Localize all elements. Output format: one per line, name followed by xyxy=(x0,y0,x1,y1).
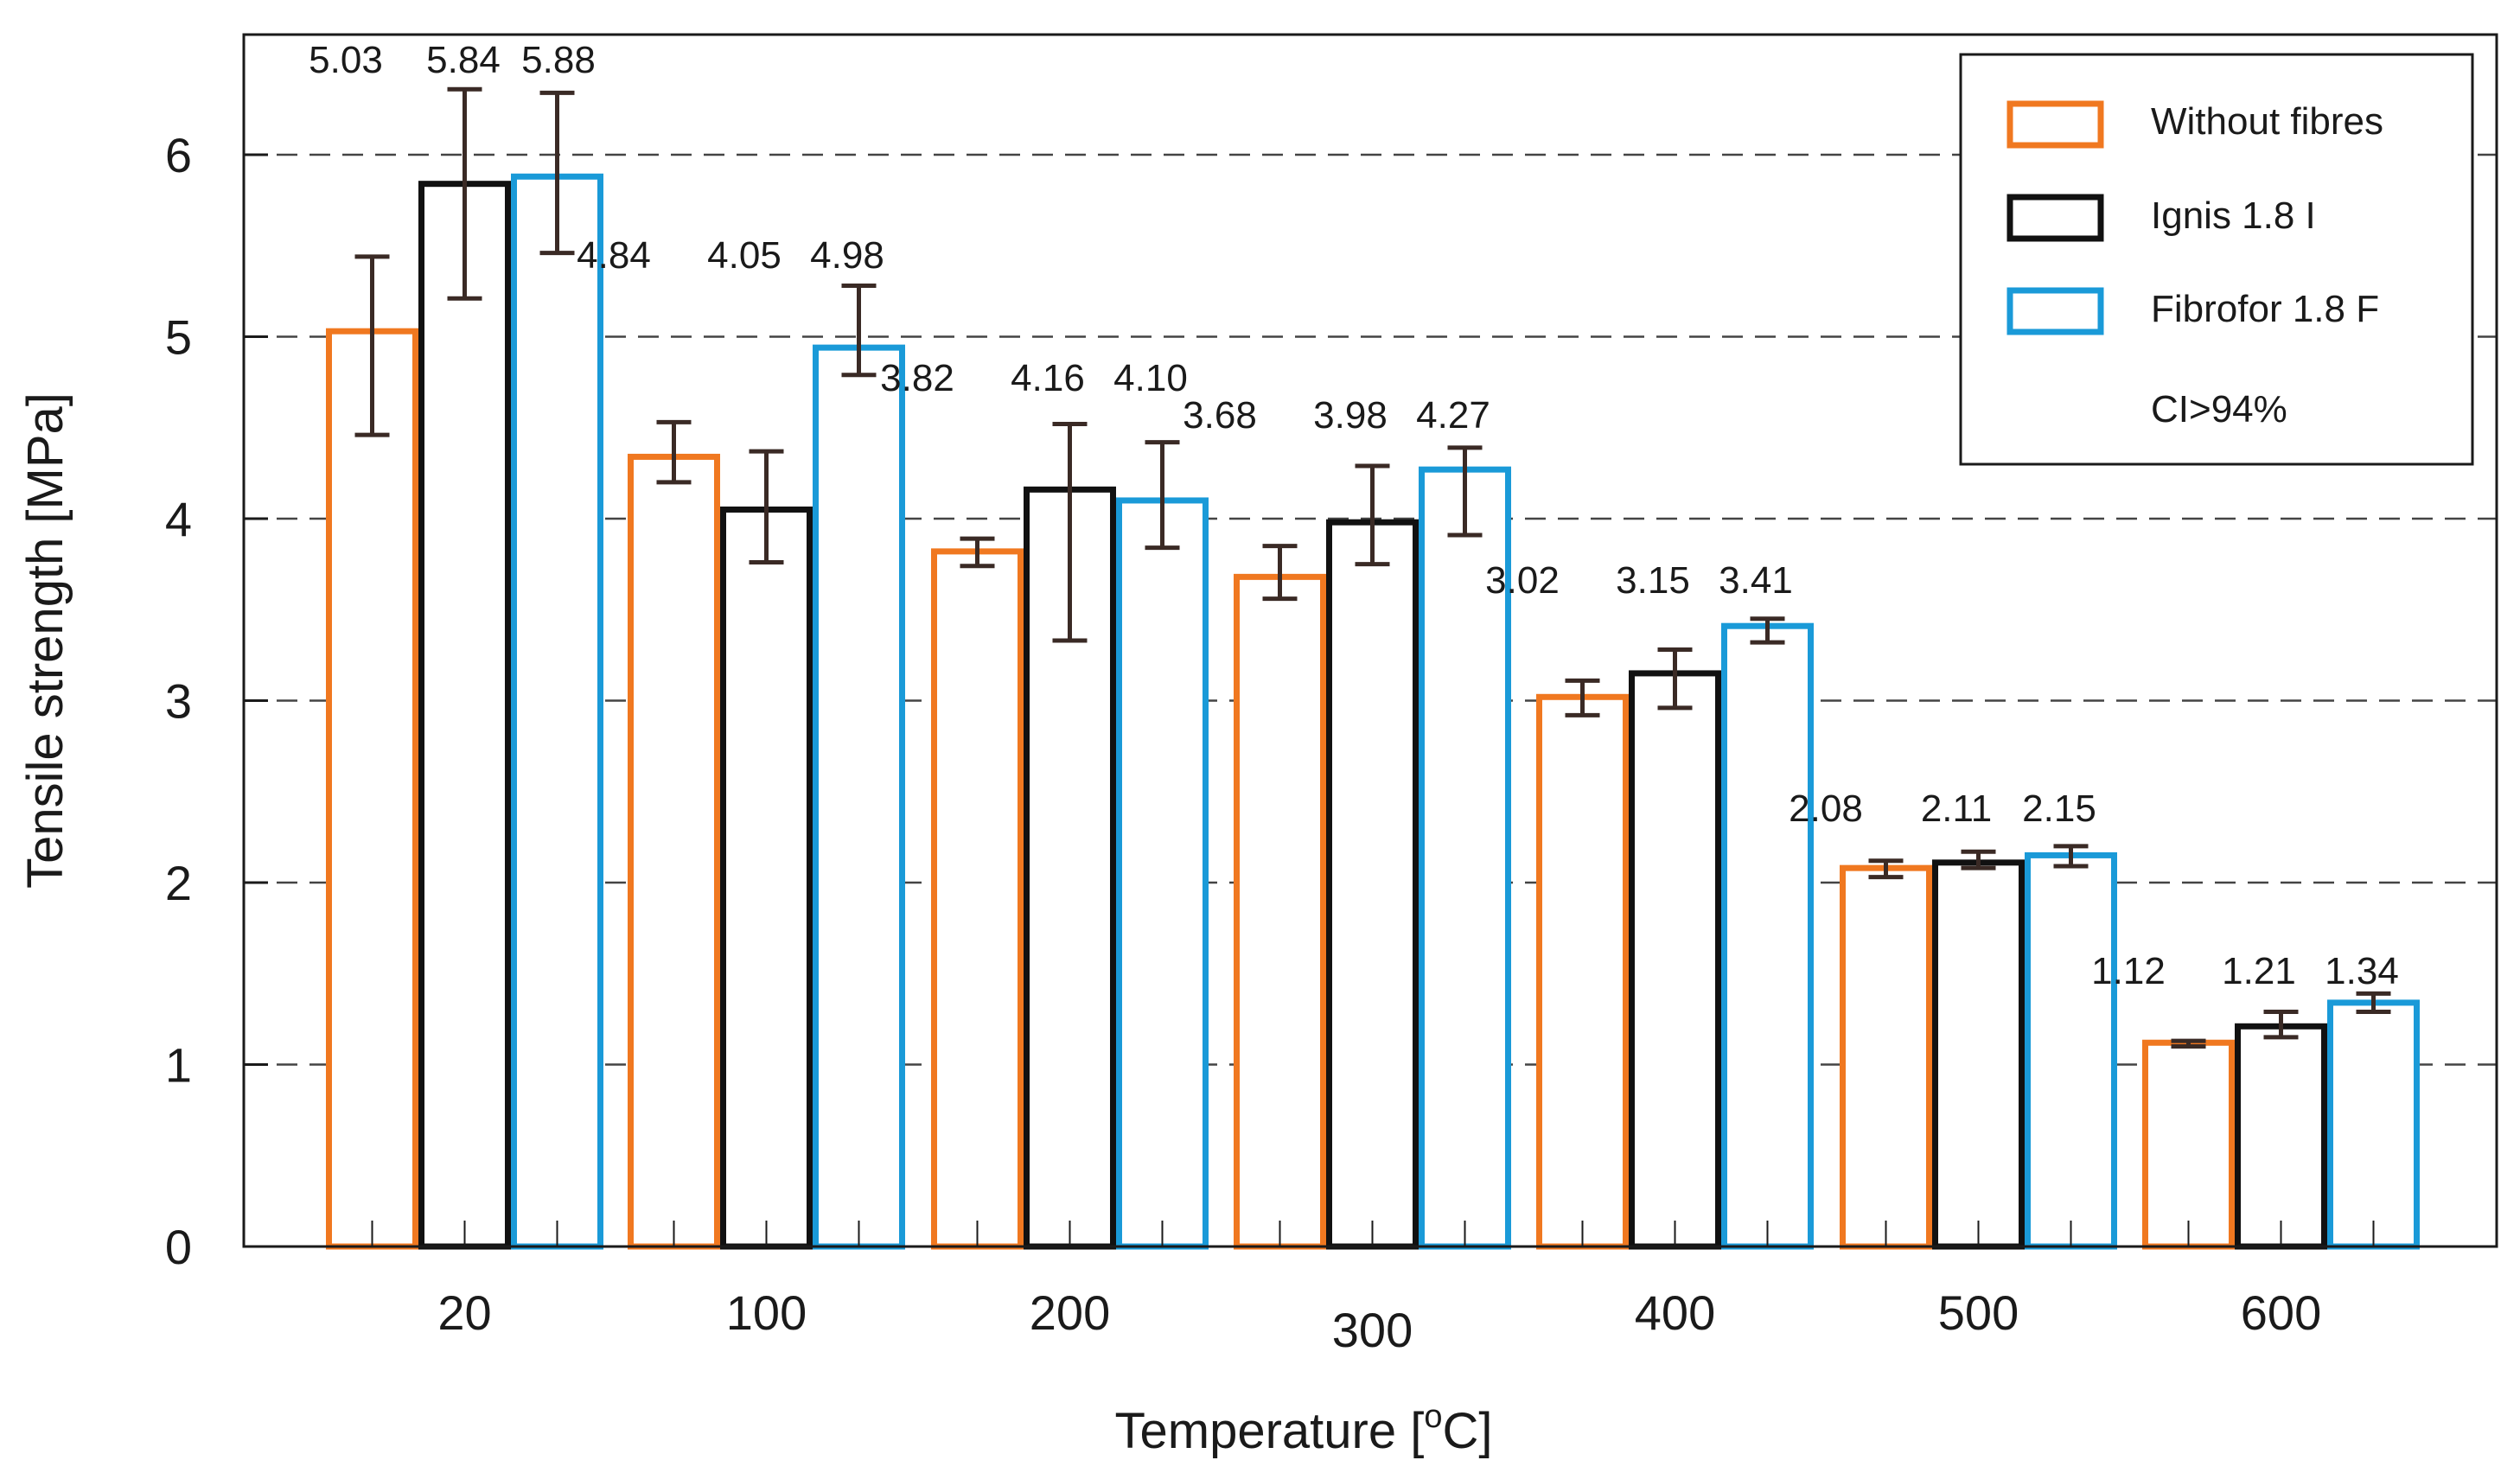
x-axis-title-unit: C] xyxy=(1442,1403,1492,1459)
data-label: 4.84 xyxy=(577,234,651,277)
bar xyxy=(2327,999,2420,1250)
bar xyxy=(720,506,813,1250)
bar xyxy=(511,173,603,1250)
data-label: 1.12 xyxy=(2091,950,2166,992)
y-axis-title: Tensile strength [MPa] xyxy=(17,392,73,889)
legend-swatch-ignis xyxy=(2006,194,2104,242)
data-label: 3.15 xyxy=(1616,559,1690,602)
bar xyxy=(2235,1023,2327,1250)
x-tick-label: 400 xyxy=(1635,1285,1715,1340)
x-axis-title-sup: o xyxy=(1424,1399,1442,1435)
y-tick-label: 4 xyxy=(165,492,192,546)
bar xyxy=(2142,1039,2235,1250)
y-tick-label: 5 xyxy=(165,310,192,365)
data-label: 2.11 xyxy=(1921,788,1992,830)
bar xyxy=(1536,693,1629,1250)
data-label: 4.05 xyxy=(707,234,782,277)
bar xyxy=(931,548,1024,1250)
plot-frame xyxy=(242,33,2498,1248)
legend-label-ignis: Ignis 1.8 I xyxy=(2151,194,2316,237)
data-label: 4.16 xyxy=(1011,357,1085,399)
y-tick-label: 0 xyxy=(165,1220,192,1274)
bar xyxy=(418,181,511,1250)
data-label: 3.02 xyxy=(1485,559,1560,602)
x-tick-label: 100 xyxy=(726,1285,807,1340)
x-ticks: 20 100 200 300 400 500 600 xyxy=(371,1221,2375,1357)
legend-swatch-fibrofor xyxy=(2006,287,2104,335)
legend-note: CI>94% xyxy=(2151,388,2287,430)
x-tick-label: 20 xyxy=(437,1285,491,1340)
y-tick-label: 1 xyxy=(165,1038,192,1093)
y-tick-label: 3 xyxy=(165,674,192,729)
bar xyxy=(2025,851,2117,1250)
legend-label-fibrofor: Fibrofor 1.8 F xyxy=(2151,288,2379,330)
x-tick-label: 500 xyxy=(1938,1285,2019,1340)
data-labels: 5.03 5.84 5.88 4.84 4.05 4.98 3.82 4.16 4.103.68… xyxy=(309,39,2399,992)
data-label: 3.82 xyxy=(880,357,954,399)
legend-swatch-without-fibres xyxy=(2006,100,2104,149)
data-label: 3.41 xyxy=(1719,559,1793,602)
data-label: 2.15 xyxy=(2022,788,2096,830)
x-axis-title-main: Temperature [ xyxy=(1115,1403,1425,1459)
data-label: 2.08 xyxy=(1789,788,1863,830)
data-label: 5.88 xyxy=(521,39,596,81)
legend: Without fibres Ignis 1.8 I Fibrofor 1.8 … xyxy=(1959,53,2474,466)
x-tick-label: 300 xyxy=(1332,1303,1413,1357)
x-tick-label: 200 xyxy=(1030,1285,1110,1340)
data-label: 5.03 xyxy=(309,39,383,81)
data-label: 4.98 xyxy=(810,234,884,277)
bar xyxy=(813,344,905,1250)
data-label: 1.34 xyxy=(2325,950,2399,992)
bar xyxy=(1932,859,2025,1250)
data-label: 1.21 xyxy=(2222,950,2296,992)
y-ticks: 0 1 2 3 4 5 6 xyxy=(165,128,268,1274)
data-label: 3.98 xyxy=(1313,394,1388,437)
bar xyxy=(1721,622,1814,1250)
bar xyxy=(326,328,418,1250)
legend-label-without-fibres: Without fibres xyxy=(2151,100,2383,143)
x-tick-label: 600 xyxy=(2241,1285,2321,1340)
y-tick-label: 2 xyxy=(165,856,192,910)
bar xyxy=(1116,497,1209,1250)
y-tick-label: 6 xyxy=(165,128,192,182)
bar xyxy=(1326,519,1419,1250)
bar xyxy=(1629,670,1721,1250)
data-label: 5.84 xyxy=(426,39,501,81)
bar xyxy=(628,453,720,1250)
legend-box xyxy=(1959,53,2474,466)
bar xyxy=(1840,864,1932,1250)
error-bars xyxy=(354,86,2391,1049)
data-label: 4.27 xyxy=(1416,394,1490,437)
data-label: 4.10 xyxy=(1113,357,1188,399)
data-label: 3.68 xyxy=(1183,394,1257,437)
x-axis-title: Temperature [oC] xyxy=(1115,1399,1493,1459)
bar xyxy=(1234,573,1326,1250)
